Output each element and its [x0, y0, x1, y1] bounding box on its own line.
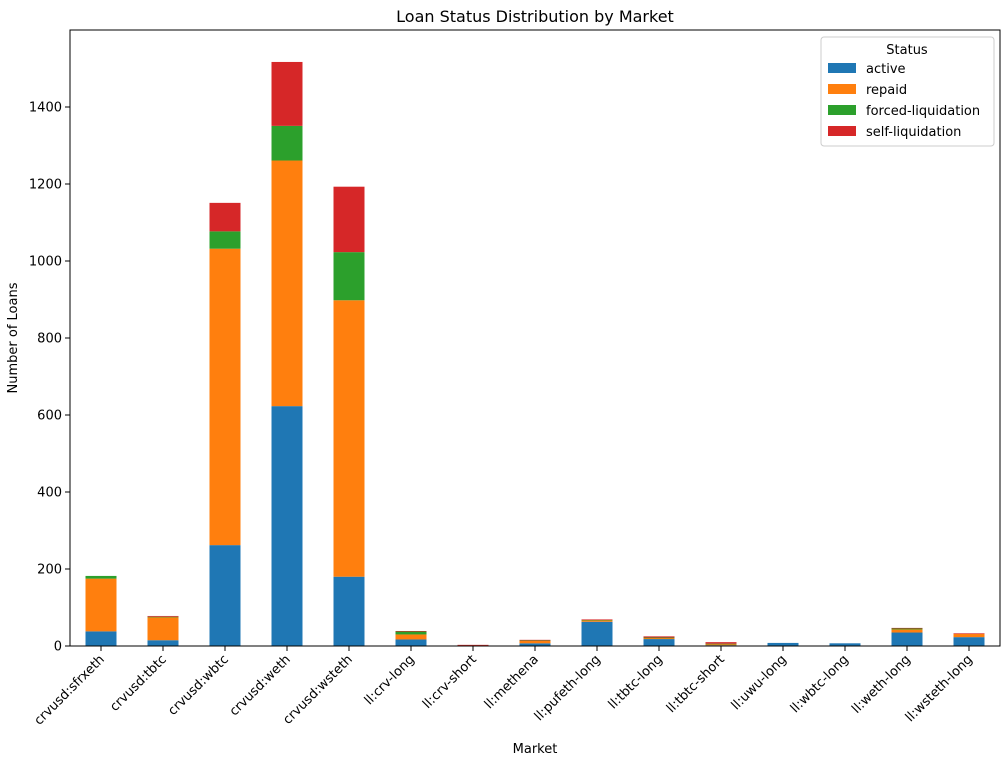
- bar-segment-self-liquidation: [333, 186, 365, 253]
- x-tick-label: ll:weth-long: [849, 652, 914, 717]
- legend-title: Status: [886, 43, 928, 58]
- bar-segment-repaid: [705, 644, 737, 646]
- bar-segment-active: [891, 632, 923, 646]
- bar-segment-repaid: [519, 640, 551, 644]
- bar-segment-forced-liquidation: [643, 637, 675, 639]
- bar-segment-forced-liquidation: [147, 616, 179, 618]
- bar-segment-active: [829, 643, 861, 646]
- y-tick-label: 800: [37, 332, 62, 347]
- x-tick-label: ll:pufeth-long: [532, 652, 604, 724]
- bars-group: [85, 61, 985, 646]
- bar-segment-repaid: [147, 617, 179, 641]
- bar-segment-forced-liquidation: [85, 575, 117, 579]
- bar-segment-active: [333, 576, 365, 646]
- legend-swatch-self-liquidation: [828, 126, 856, 136]
- bar-segment-self-liquidation: [457, 644, 489, 646]
- bar-segment-repaid: [85, 578, 117, 632]
- y-tick-label: 1000: [29, 255, 62, 270]
- bar-segment-self-liquidation: [953, 633, 985, 634]
- x-tick-label: crvusd:tbtc: [107, 652, 170, 715]
- bar-segment-self-liquidation: [643, 636, 675, 638]
- legend-label-self-liquidation: self-liquidation: [866, 125, 961, 140]
- bar-segment-repaid: [395, 634, 427, 640]
- bar-segment-self-liquidation: [705, 642, 737, 644]
- legend-swatch-active: [828, 63, 856, 73]
- bar-segment-active: [147, 640, 179, 646]
- x-tick-label: ll:crv-long: [362, 652, 418, 708]
- bar-segment-self-liquidation: [147, 615, 179, 617]
- plot-frame: [69, 29, 1001, 647]
- legend-label-active: active: [866, 62, 906, 77]
- legend-box: [820, 36, 995, 147]
- y-tick-label: 1400: [29, 101, 62, 116]
- bar-segment-forced-liquidation: [519, 640, 551, 641]
- legend-label-repaid: repaid: [866, 83, 907, 98]
- bar-segment-active: [271, 406, 303, 646]
- bar-segment-repaid: [271, 160, 303, 407]
- x-tick-label: ll:uwu-long: [729, 652, 790, 713]
- bar-segment-forced-liquidation: [395, 631, 427, 635]
- bar-segment-self-liquidation: [891, 627, 923, 629]
- x-tick-label: crvusd:weth: [227, 652, 294, 719]
- bar-segment-forced-liquidation: [209, 231, 241, 249]
- bar-segment-active: [519, 643, 551, 646]
- bar-segment-repaid: [209, 248, 241, 546]
- x-tick-label: crvusd:wbtc: [165, 652, 231, 718]
- y-tick-label: 200: [37, 563, 62, 578]
- y-tick-label: 1200: [29, 178, 62, 193]
- x-tick-label: crvusd:sfrxeth: [32, 652, 108, 728]
- bar-segment-repaid: [333, 300, 365, 577]
- x-axis: crvusd:sfrxeth crvusd:tbtccrvusd:wbtccrvu…: [32, 646, 976, 728]
- y-tick-label: 400: [37, 486, 62, 501]
- bar-segment-repaid: [891, 629, 923, 633]
- x-tick-label: ll:methena: [482, 652, 542, 712]
- bar-segment-self-liquidation: [581, 619, 613, 621]
- x-tick-label: ll:wbtc-long: [788, 652, 852, 716]
- legend-label-forced-liquidation: forced-liquidation: [866, 104, 980, 119]
- bar-segment-active: [643, 639, 675, 646]
- bar-segment-active: [767, 642, 799, 646]
- bar-segment-self-liquidation: [395, 630, 427, 632]
- legend-swatch-repaid: [828, 84, 856, 94]
- x-tick-label: ll:crv-short: [420, 652, 480, 712]
- y-axis: 0 200 400 600 800 1000 1200 1400: [29, 101, 70, 655]
- bar-segment-repaid: [581, 620, 613, 622]
- chart-title: Loan Status Distribution by Market: [396, 7, 674, 26]
- bar-segment-self-liquidation: [271, 61, 303, 126]
- x-tick-label: ll:tbtc-short: [664, 652, 728, 716]
- x-tick-label: ll:wsteth-long: [903, 652, 976, 725]
- bar-segment-forced-liquidation: [891, 628, 923, 630]
- bar-segment-active: [209, 545, 241, 646]
- y-tick-label: 0: [54, 640, 62, 655]
- bar-segment-forced-liquidation: [271, 125, 303, 161]
- legend: Status active repaid forced-liquidation sel…: [820, 36, 995, 147]
- y-axis-label: Number of Loans: [6, 282, 21, 393]
- bar-segment-repaid: [953, 633, 985, 638]
- legend-swatch-forced-liquidation: [828, 105, 856, 115]
- x-tick-label: ll:tbtc-long: [606, 652, 666, 712]
- bar-segment-active: [581, 621, 613, 646]
- bar-segment-active: [953, 637, 985, 646]
- bar-segment-active: [395, 639, 427, 646]
- bar-segment-forced-liquidation: [705, 643, 737, 645]
- bar-segment-active: [85, 631, 117, 646]
- x-axis-label: Market: [513, 742, 558, 757]
- y-tick-label: 600: [37, 409, 62, 424]
- bar-segment-self-liquidation: [519, 639, 551, 641]
- bar-segment-repaid: [643, 637, 675, 640]
- bar-segment-forced-liquidation: [333, 252, 365, 301]
- bar-segment-forced-liquidation: [581, 619, 613, 621]
- bar-segment-self-liquidation: [209, 202, 241, 232]
